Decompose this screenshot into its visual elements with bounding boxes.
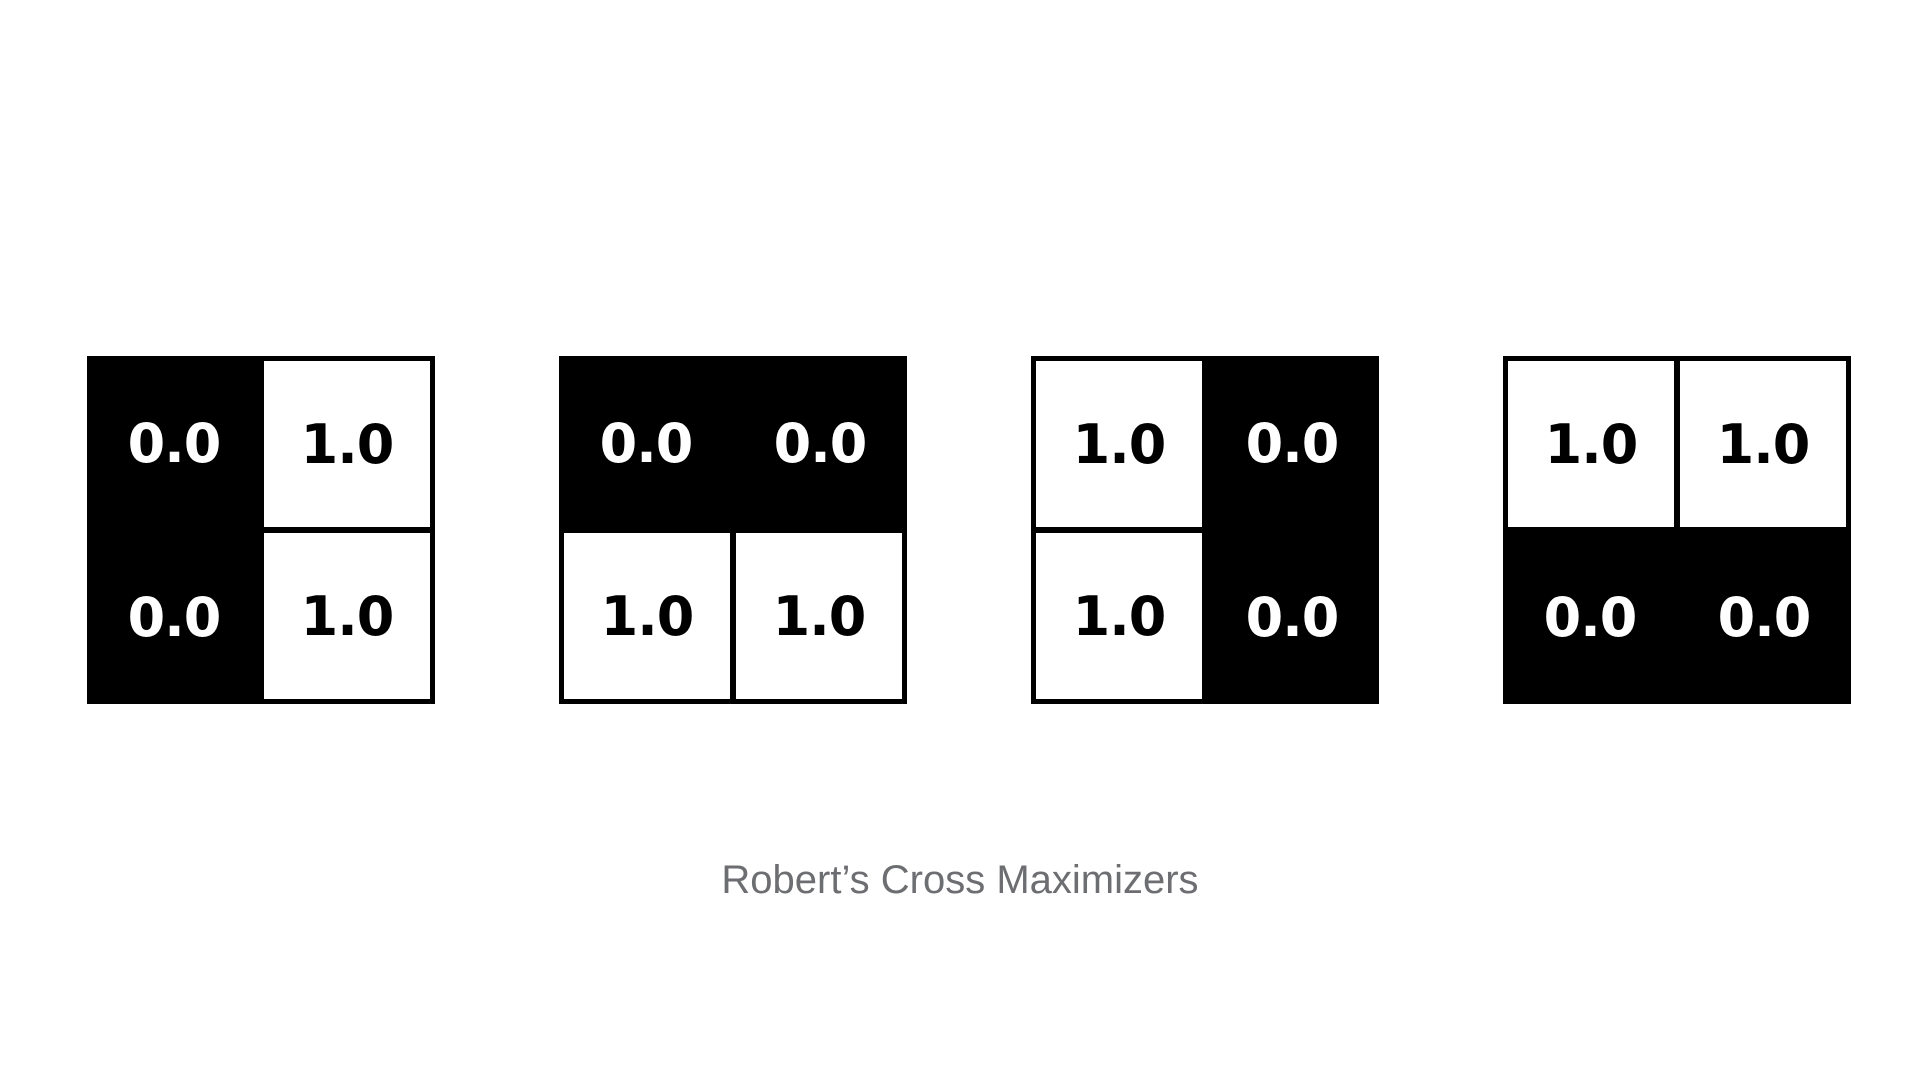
cell-top-right: 1.0 (1677, 356, 1851, 530)
cell-bottom-left: 0.0 (87, 530, 261, 704)
kernel-grid-1: 0.0 1.0 0.0 1.0 (87, 356, 435, 704)
kernel-grid-2: 0.0 0.0 1.0 1.0 (559, 356, 907, 704)
cell-top-left: 0.0 (559, 356, 733, 530)
cell-bottom-right: 1.0 (733, 530, 907, 704)
cell-top-left: 0.0 (87, 356, 261, 530)
kernel-grid-4: 1.0 1.0 0.0 0.0 (1503, 356, 1851, 704)
cell-bottom-left: 1.0 (1031, 530, 1205, 704)
figure-caption: Robert’s Cross Maximizers (721, 858, 1199, 902)
cell-top-right: 0.0 (733, 356, 907, 530)
cell-bottom-left: 0.0 (1503, 530, 1677, 704)
kernel-grid-3: 1.0 0.0 1.0 0.0 (1031, 356, 1379, 704)
cell-top-left: 1.0 (1503, 356, 1677, 530)
cell-top-left: 1.0 (1031, 356, 1205, 530)
cell-bottom-right: 1.0 (261, 530, 435, 704)
cell-top-right: 0.0 (1205, 356, 1379, 530)
cell-top-right: 1.0 (261, 356, 435, 530)
cell-bottom-right: 0.0 (1205, 530, 1379, 704)
cell-bottom-right: 0.0 (1677, 530, 1851, 704)
cell-bottom-left: 1.0 (559, 530, 733, 704)
